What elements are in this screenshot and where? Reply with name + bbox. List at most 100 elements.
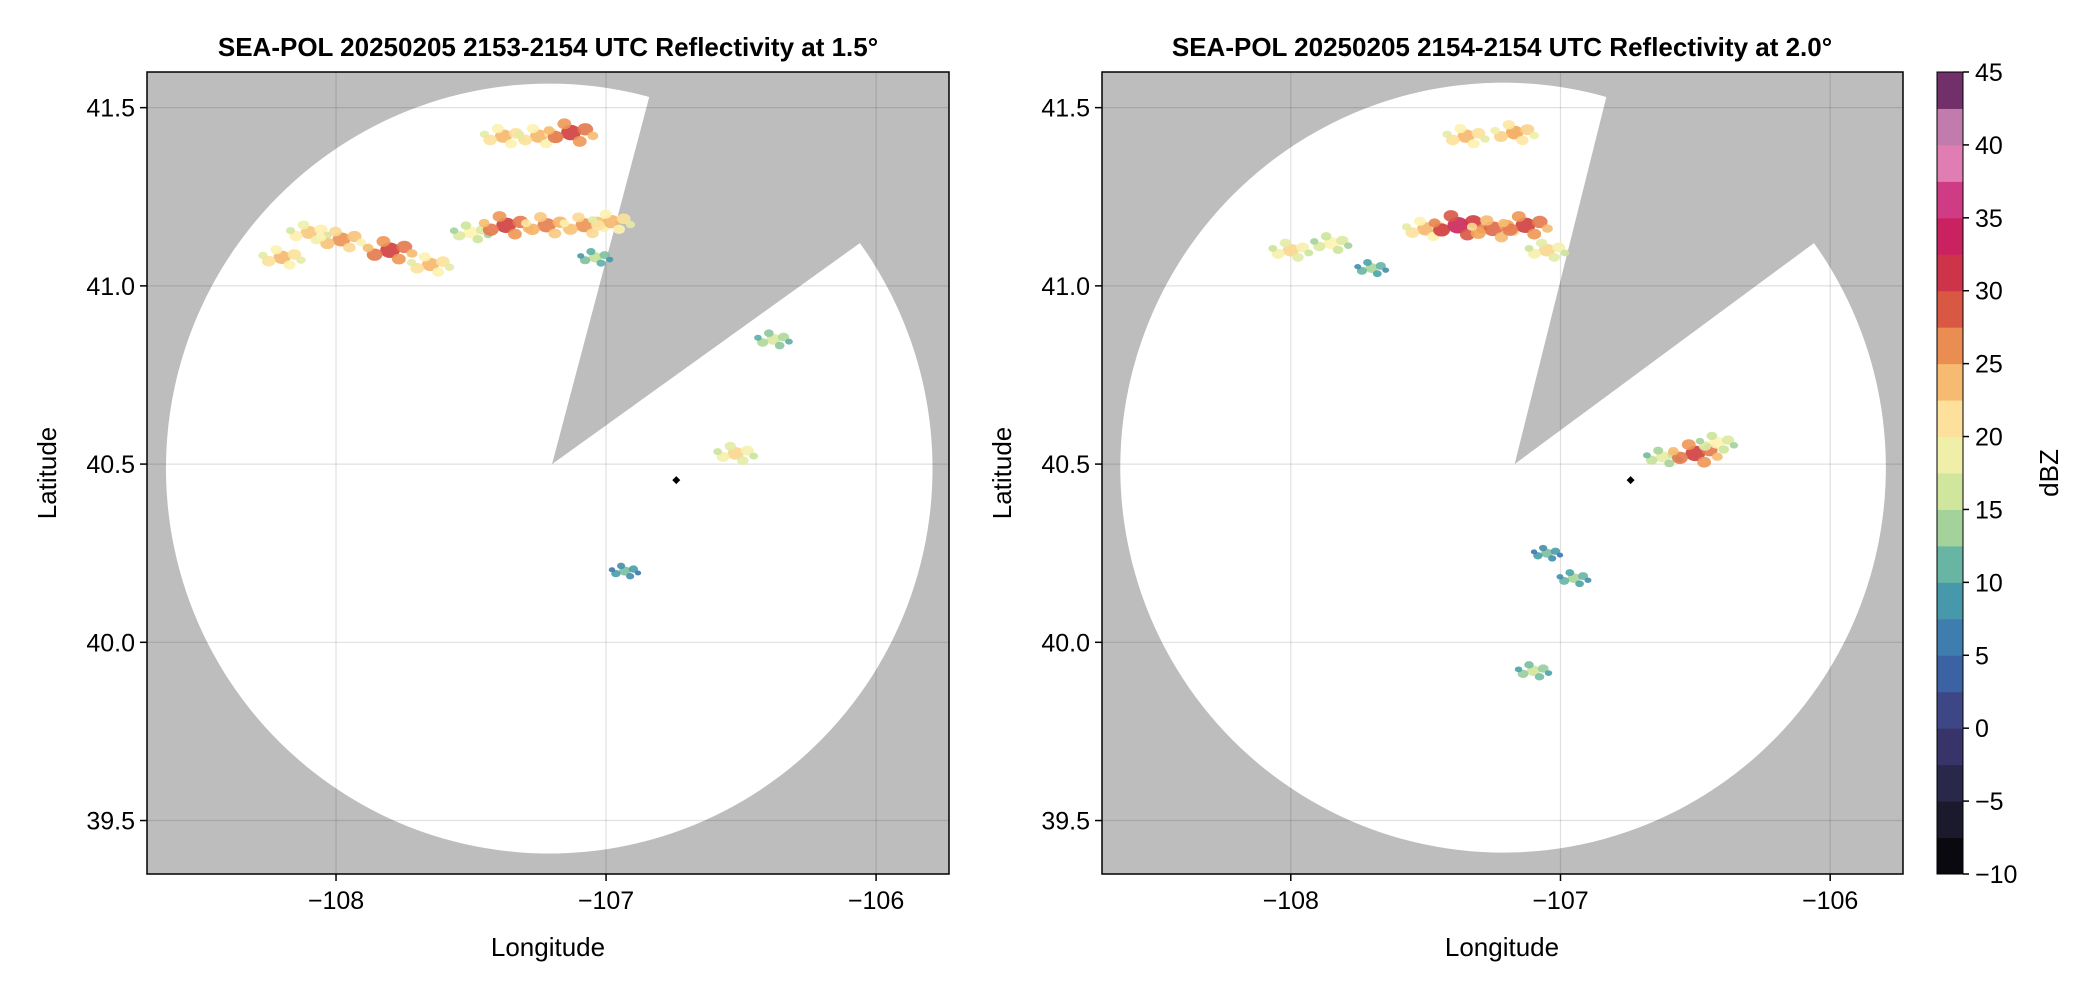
right-radar-coverage (1120, 82, 1886, 853)
reflectivity-cell (1497, 211, 1553, 240)
right-y-ticks: 39.5 40.0 40.5 41.0 41.5 (1041, 95, 1102, 836)
colorbar-tick-label: 5 (1975, 642, 1989, 670)
reflectivity-cell (449, 221, 493, 244)
right-x-axis-label: Longitude (1445, 932, 1559, 962)
reflectivity-cell (577, 247, 614, 267)
y-tick-label: 41.0 (86, 273, 135, 301)
colorbar-band (1937, 144, 1963, 182)
colorbar-band (1937, 436, 1963, 474)
right-y-axis-label: Latitude (987, 427, 1017, 520)
colorbar-label: dBZ (2034, 449, 2064, 497)
right-plot-frame (1101, 71, 1904, 875)
colorbar-band (1937, 254, 1963, 292)
colorbar-band (1937, 582, 1963, 620)
colorbar-band (1937, 837, 1963, 875)
y-tick-label: 40.5 (86, 451, 135, 479)
y-tick-label: 40.0 (86, 629, 135, 657)
left-y-ticks: 39.5 40.0 40.5 41.0 41.5 (86, 95, 147, 836)
reflectivity-cell (1490, 120, 1539, 146)
panel-right: SEA-POL 20250205 2154-2154 UTC Reflectiv… (987, 32, 1904, 962)
left-reflectivity-cells (258, 118, 793, 580)
left-x-ticks: −108 −107 −106 (308, 874, 904, 915)
colorbar-tick-label: −5 (1975, 788, 2004, 816)
colorbar-frame (1936, 71, 1964, 875)
colorbar-tick-label: 25 (1975, 351, 2003, 379)
left-panel-title: SEA-POL 20250205 2153-2154 UTC Reflectiv… (218, 32, 878, 62)
panel-left: SEA-POL 20250205 2153-2154 UTC Reflectiv… (32, 32, 950, 962)
colorbar-bands (1937, 72, 1963, 875)
colorbar-band (1937, 400, 1963, 438)
reflectivity-cell (406, 252, 455, 277)
left-x-axis-label: Longitude (491, 932, 605, 962)
y-tick-label: 39.5 (1041, 808, 1090, 836)
reflectivity-cell (754, 329, 793, 350)
x-tick-label: −107 (578, 887, 634, 915)
colorbar-ticks: 45 40 35 30 25 20 15 10 5 0 −5 −10 (1963, 59, 2017, 889)
x-tick-label: −106 (848, 887, 904, 915)
colorbar-band (1937, 509, 1963, 547)
reflectivity-cell (1556, 569, 1592, 588)
colorbar-band (1937, 108, 1963, 146)
left-plot-frame (146, 71, 950, 875)
colorbar-band (1937, 181, 1963, 219)
right-x-ticks: −108 −107 −106 (1263, 874, 1858, 915)
reflectivity-cell (1442, 123, 1490, 149)
colorbar-tick-label: 20 (1975, 424, 2003, 452)
colorbar-band (1937, 72, 1963, 109)
colorbar-band (1937, 764, 1963, 802)
reflectivity-cell (362, 236, 418, 265)
y-tick-label: 39.5 (86, 808, 135, 836)
colorbar-band (1937, 290, 1963, 328)
y-tick-label: 40.0 (1041, 629, 1090, 657)
colorbar: 45 40 35 30 25 20 15 10 5 0 −5 −10 dBZ (1936, 59, 2064, 889)
colorbar-band (1937, 655, 1963, 693)
reflectivity-cell (316, 226, 367, 253)
colorbar-band (1937, 363, 1963, 401)
colorbar-tick-label: 15 (1975, 496, 2003, 524)
reflectivity-cell (608, 562, 642, 580)
colorbar-tick-label: −10 (1975, 861, 2017, 889)
colorbar-band (1937, 217, 1963, 255)
left-radar-coverage (165, 83, 933, 854)
reflectivity-cell (285, 220, 333, 245)
colorbar-band (1937, 473, 1963, 510)
x-tick-label: −106 (1802, 887, 1858, 915)
reflectivity-cell (1514, 661, 1553, 681)
colorbar-tick-label: 40 (1975, 132, 2003, 160)
reflectivity-cell (1268, 238, 1314, 262)
colorbar-tick-label: 10 (1975, 569, 2003, 597)
reflectivity-cell (1354, 259, 1390, 278)
y-tick-label: 41.0 (1041, 273, 1090, 301)
reflectivity-cell (479, 123, 528, 149)
colorbar-tick-label: 30 (1975, 278, 2003, 306)
left-radar-site-marker (672, 476, 681, 485)
right-gridlines (1102, 72, 1903, 874)
reflectivity-cell (258, 245, 306, 270)
colorbar-band (1937, 545, 1963, 583)
colorbar-tick-label: 45 (1975, 59, 2003, 87)
reflectivity-cell (1310, 232, 1353, 255)
colorbar-tick-label: 0 (1975, 715, 1989, 743)
colorbar-band (1937, 691, 1963, 729)
left-gridlines (147, 72, 949, 874)
right-radar-site-marker (1626, 476, 1635, 485)
colorbar-band (1937, 728, 1963, 766)
reflectivity-cell (587, 209, 636, 234)
reflectivity-cell (1530, 544, 1564, 562)
reflectivity-cell (478, 211, 534, 240)
colorbar-tick-label: 35 (1975, 205, 2003, 233)
colorbar-band (1937, 618, 1963, 656)
right-reflectivity-cells (1268, 120, 1739, 681)
reflectivity-cell (1524, 238, 1570, 262)
x-tick-label: −107 (1532, 887, 1588, 915)
reflectivity-cell (543, 118, 599, 147)
y-tick-label: 40.5 (1041, 451, 1090, 479)
x-tick-label: −108 (1263, 887, 1319, 915)
colorbar-band (1937, 327, 1963, 365)
x-tick-label: −108 (308, 887, 364, 915)
right-panel-title: SEA-POL 20250205 2154-2154 UTC Reflectiv… (1172, 32, 1832, 62)
reflectivity-cell (1428, 210, 1488, 241)
colorbar-band (1937, 801, 1963, 839)
left-y-axis-label: Latitude (32, 427, 62, 520)
